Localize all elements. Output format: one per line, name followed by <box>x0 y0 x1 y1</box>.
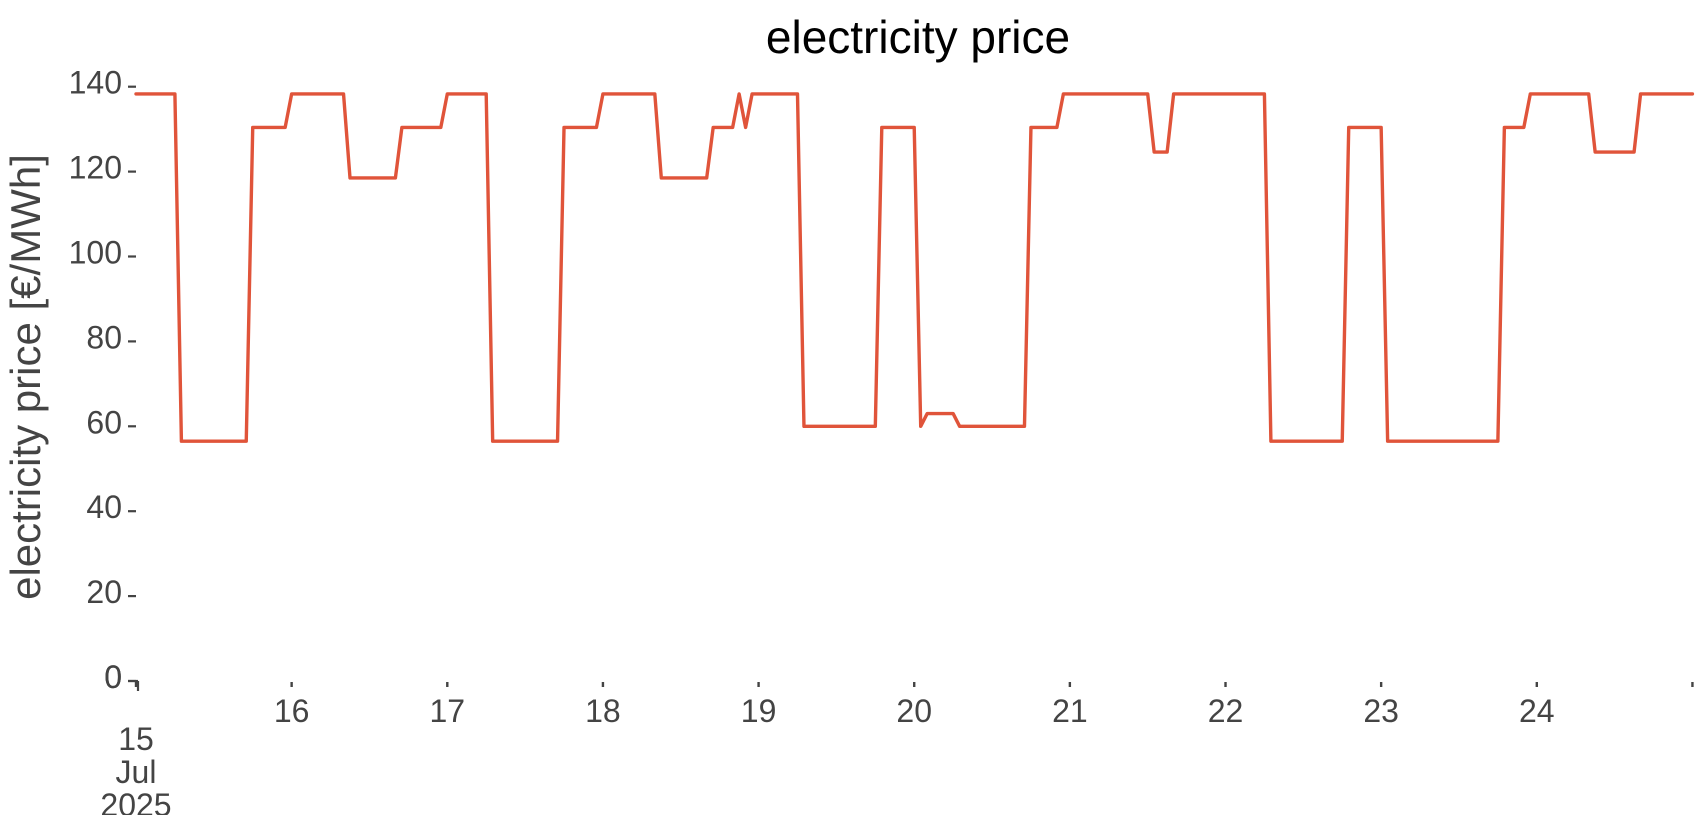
svg-text:16: 16 <box>274 693 310 729</box>
svg-text:23: 23 <box>1363 693 1399 729</box>
svg-text:Jul: Jul <box>116 754 157 790</box>
svg-text:0: 0 <box>104 659 122 695</box>
svg-text:15: 15 <box>118 721 154 757</box>
svg-text:24: 24 <box>1519 693 1555 729</box>
svg-text:100: 100 <box>69 235 122 271</box>
svg-text:19: 19 <box>741 693 777 729</box>
svg-text:140: 140 <box>69 65 122 101</box>
svg-text:40: 40 <box>86 489 122 525</box>
svg-text:80: 80 <box>86 319 122 355</box>
svg-text:60: 60 <box>86 404 122 440</box>
svg-text:21: 21 <box>1052 693 1088 729</box>
svg-text:17: 17 <box>429 693 465 729</box>
svg-text:18: 18 <box>585 693 621 729</box>
svg-text:20: 20 <box>896 693 932 729</box>
svg-text:120: 120 <box>69 150 122 186</box>
svg-text:2025: 2025 <box>100 787 171 815</box>
svg-text:20: 20 <box>86 574 122 610</box>
svg-text:22: 22 <box>1208 693 1244 729</box>
